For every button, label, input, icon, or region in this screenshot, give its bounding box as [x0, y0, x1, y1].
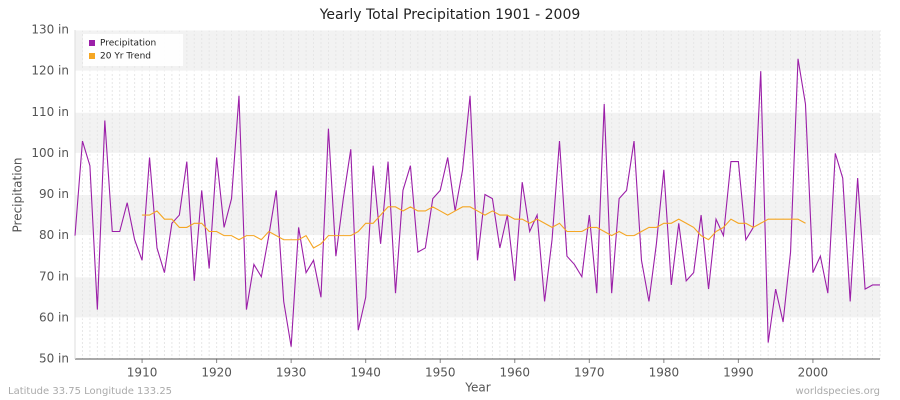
- x-tick-label: 1960: [499, 366, 530, 380]
- y-tick-label: 120 in: [31, 64, 69, 78]
- y-tick-label: 100 in: [31, 146, 69, 160]
- legend-swatch: [89, 40, 95, 46]
- legend-swatch: [89, 53, 95, 59]
- plot-area: [74, 29, 881, 360]
- x-tick-label: 1930: [276, 366, 307, 380]
- x-tick-label: 1940: [350, 366, 381, 380]
- y-tick-label: 90 in: [39, 187, 69, 201]
- legend-label: Precipitation: [100, 39, 156, 49]
- footer-left: Latitude 33.75 Longitude 133.25: [8, 386, 172, 397]
- y-tick-label: 80 in: [39, 228, 69, 242]
- chart-title: Yearly Total Precipitation 1901 - 2009: [319, 7, 581, 23]
- series-line: [74, 58, 880, 347]
- x-tick-label: 1980: [649, 366, 680, 380]
- x-axis-label: Year: [464, 381, 490, 395]
- legend: Precipitation 20 Yr Trend: [83, 34, 183, 66]
- x-tick-label: 1970: [574, 366, 605, 380]
- x-tick-label: 1950: [425, 366, 456, 380]
- legend-label: 20 Yr Trend: [100, 52, 151, 62]
- legend-box: [83, 34, 183, 66]
- footer-right: worldspecies.org: [796, 386, 880, 397]
- y-tick-label: 70 in: [39, 269, 69, 283]
- series-line: [142, 206, 806, 249]
- x-tick-label: 1990: [723, 366, 754, 380]
- x-tick-label: 1910: [127, 366, 158, 380]
- y-axis-label: Precipitation: [11, 157, 25, 232]
- x-tick-label: 2000: [798, 366, 829, 380]
- y-tick-label: 50 in: [39, 352, 69, 366]
- y-tick-label: 110 in: [31, 105, 69, 119]
- y-tick-label: 60 in: [39, 310, 69, 324]
- x-tick-label: 1920: [201, 366, 232, 380]
- y-tick-label: 130 in: [31, 23, 69, 37]
